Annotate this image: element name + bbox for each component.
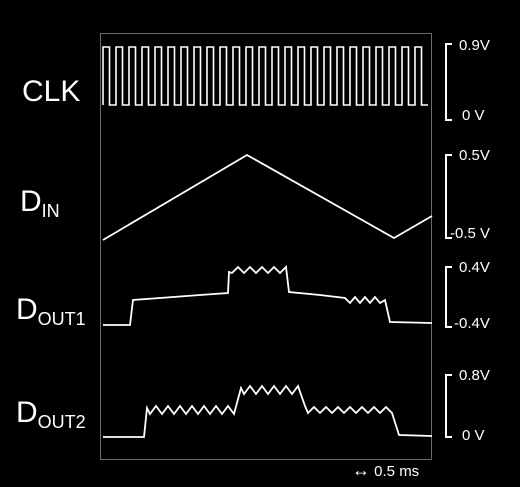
signal-label-dout1: DOUT1 [16, 293, 86, 329]
scale-top-dout2: 0.8V [459, 367, 490, 384]
scale-bottom-dout1: -0.4V [454, 315, 490, 332]
scale-bar-dout1 [445, 266, 452, 328]
scale-bottom-din: -0.5 V [450, 225, 491, 242]
scope-frame [100, 33, 432, 460]
time-scale-label: 0.5 ms [374, 463, 420, 480]
scale-bar-clk [445, 43, 452, 121]
trace-din [102, 153, 433, 241]
scale-top-dout1: 0.4V [459, 259, 490, 276]
double-arrow-icon: ↔ [352, 460, 370, 480]
scale-bottom-dout2: 0 V [462, 427, 485, 444]
time-scale: ↔ 0.5 ms [352, 461, 419, 479]
scale-bottom-clk: 0 V [462, 107, 485, 124]
signal-label-din: DIN [20, 185, 60, 221]
signal-label-clk: CLK [22, 75, 81, 108]
trace-dout2 [103, 384, 433, 438]
scale-top-din: 0.5V [459, 147, 490, 164]
trace-dout1 [103, 265, 433, 326]
scale-top-clk: 0.9V [459, 37, 490, 54]
trace-clk [102, 46, 428, 106]
scale-bar-dout2 [445, 374, 452, 438]
scale-bar-din [445, 154, 452, 239]
signal-label-dout2: DOUT2 [16, 396, 86, 432]
